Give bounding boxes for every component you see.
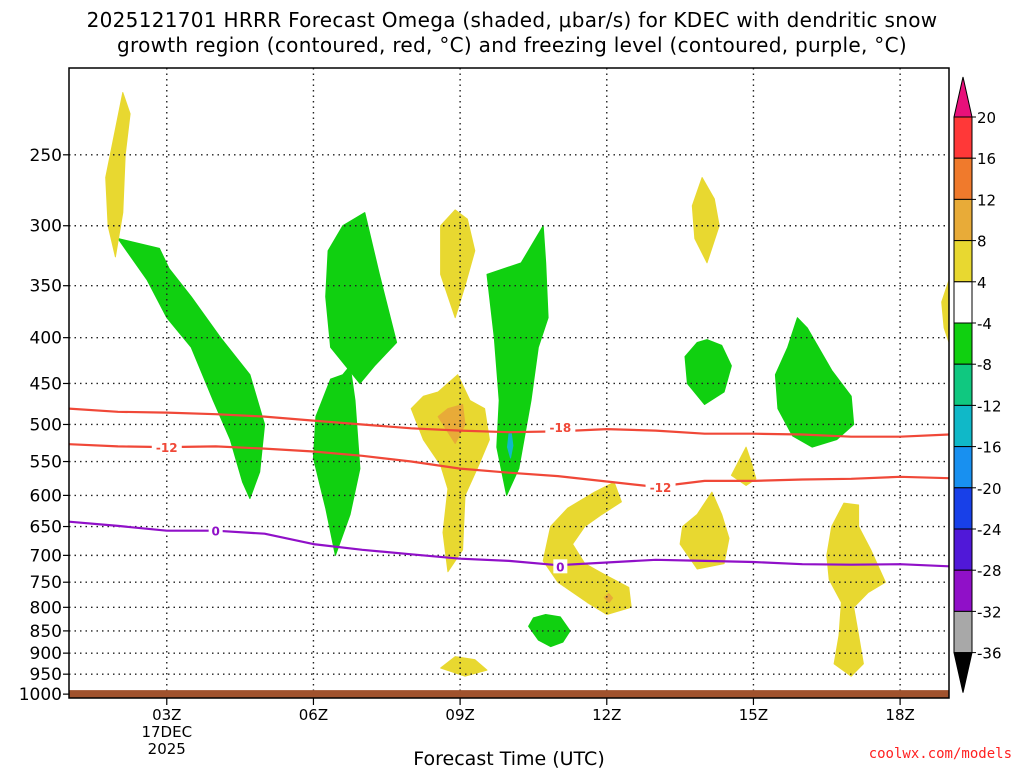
- colorbar: 20 16 12 8 4 -4 -8 -12 -16 -20 -24 -28 -32 -36: [953, 76, 1002, 693]
- omega-region-cyan-10z: [507, 433, 514, 459]
- colorbar-label-4: 4: [977, 274, 987, 292]
- contour-label-freezing-level-0: 0: [211, 525, 219, 539]
- y-tick-label-650: 650: [30, 518, 62, 538]
- y-tick-label-700: 700: [30, 546, 62, 566]
- axes-layer: 2503003504004505005506006507007508008509…: [19, 146, 915, 758]
- colorbar-label-20: 20: [977, 109, 996, 127]
- colorbar-label--8: -8: [977, 356, 992, 374]
- colorbar-bin--20--16: [953, 446, 973, 489]
- colorbar-label--4: -4: [977, 315, 992, 333]
- contour-dgz-minus-12: [69, 443, 949, 488]
- contour-label-bg-freezing-level-0: [208, 523, 223, 538]
- contour-dgz-minus-18: [69, 407, 949, 438]
- colorbar-bin--16--12: [953, 404, 973, 448]
- omega-region-yellow-2z: [105, 92, 131, 258]
- y-tick-label-500: 500: [30, 415, 62, 435]
- colorbar-bin-4-8: [953, 240, 973, 283]
- y-tick-label-850: 850: [30, 622, 62, 642]
- colorbar-bin--12--8: [953, 363, 973, 406]
- colorbar-label-8: 8: [977, 233, 987, 251]
- colorbar-bin--36--32: [953, 610, 973, 654]
- colorbar-label--16: -16: [977, 439, 1002, 457]
- omega-region-yellow-17z: [826, 502, 886, 677]
- omega-region-green-6z-lower: [312, 365, 361, 556]
- x-tick-label-18Z: 18Z: [885, 706, 914, 724]
- colorbar-label--24: -24: [977, 521, 1002, 539]
- colorbar-bin-16-20: [953, 116, 973, 159]
- x-tick-label-06Z: 06Z: [299, 706, 328, 724]
- contour-label-dgz-minus-12: -12: [156, 441, 178, 455]
- colorbar-bin--28--24: [953, 528, 973, 571]
- contour-label-freezing-level-0: 0: [556, 560, 564, 574]
- omega-region-yellow-edge-19z: [941, 279, 949, 343]
- omega-region-green-16z: [774, 317, 855, 448]
- y-tick-label-450: 450: [30, 374, 62, 394]
- x-tick-sublabel-2025: 2025: [148, 740, 186, 758]
- colorbar-bin--24--20: [953, 487, 973, 530]
- x-tick-sublabel-17DEC: 17DEC: [141, 723, 192, 741]
- omega-region-green-6z-upper: [325, 212, 398, 384]
- colorbar-label--28: -28: [977, 562, 1002, 580]
- omega-region-orange-12z-dot: [603, 593, 614, 603]
- contour-label-bg-dgz-minus-18: [545, 419, 576, 434]
- colorbar-label-16: 16: [977, 150, 996, 168]
- omega-region-green-14z: [684, 339, 732, 405]
- omega-region-green-3z: [117, 238, 266, 500]
- ground-layer: [69, 690, 949, 698]
- y-tick-label-950: 950: [30, 665, 62, 685]
- colorbar-label--36: -36: [977, 645, 1002, 663]
- contour-label-dgz-minus-18: -18: [549, 421, 571, 435]
- y-tick-label-900: 900: [30, 644, 62, 664]
- contour-label-bg-freezing-level-0: [553, 559, 568, 574]
- y-tick-label-800: 800: [30, 598, 62, 618]
- contour-layer: -18 -12 -12 0 0: [69, 407, 949, 574]
- x-tick-label-03Z: 03Z: [152, 706, 181, 724]
- y-tick-label-1000: 1000: [19, 685, 62, 705]
- omega-region-yellow-9z-upper: [440, 209, 476, 319]
- chart-title-line-2: growth region (contoured, red, °C) and f…: [117, 33, 907, 57]
- y-tick-label-300: 300: [30, 217, 62, 237]
- x-tick-label-09Z: 09Z: [445, 706, 474, 724]
- colorbar-over-arrow: [953, 76, 973, 118]
- colorbar-bin--4-4: [953, 281, 973, 324]
- colorbar-label--20: -20: [977, 480, 1002, 498]
- colorbar-bin-8-12: [953, 198, 973, 242]
- colorbar-under-arrow: [953, 652, 973, 693]
- colorbar-label--32: -32: [977, 603, 1002, 621]
- x-tick-label-15Z: 15Z: [739, 706, 768, 724]
- chart-title-line-1: 2025121701 HRRR Forecast Omega (shaded, …: [86, 8, 938, 32]
- colorbar-bin--8--4: [953, 322, 973, 365]
- y-tick-label-550: 550: [30, 453, 62, 473]
- y-tick-label-350: 350: [30, 277, 62, 297]
- y-tick-label-750: 750: [30, 573, 62, 593]
- source-credit: coolwx.com/models: [868, 746, 1012, 762]
- x-axis-label: Forecast Time (UTC): [413, 748, 604, 768]
- y-tick-label-250: 250: [30, 146, 62, 166]
- contour-label-dgz-minus-12: -12: [650, 481, 672, 495]
- colorbar-label--12: -12: [977, 397, 1002, 415]
- contour-label-bg-dgz-minus-12: [151, 440, 182, 455]
- ground-surface: [69, 690, 949, 698]
- colorbar-bin--32--28: [953, 569, 973, 612]
- omega-region-orange-9z: [437, 404, 466, 444]
- omega-shading-layer: [105, 92, 949, 677]
- y-tick-label-400: 400: [30, 329, 62, 349]
- y-tick-label-600: 600: [30, 486, 62, 506]
- colorbar-bin-12-16: [953, 157, 973, 200]
- omega-region-yellow-14z-low: [679, 491, 730, 570]
- omega-region-yellow-9z-mid: [410, 374, 490, 573]
- x-tick-label-12Z: 12Z: [592, 706, 621, 724]
- contour-label-bg-dgz-minus-12: [645, 479, 676, 494]
- colorbar-label-12: 12: [977, 191, 996, 209]
